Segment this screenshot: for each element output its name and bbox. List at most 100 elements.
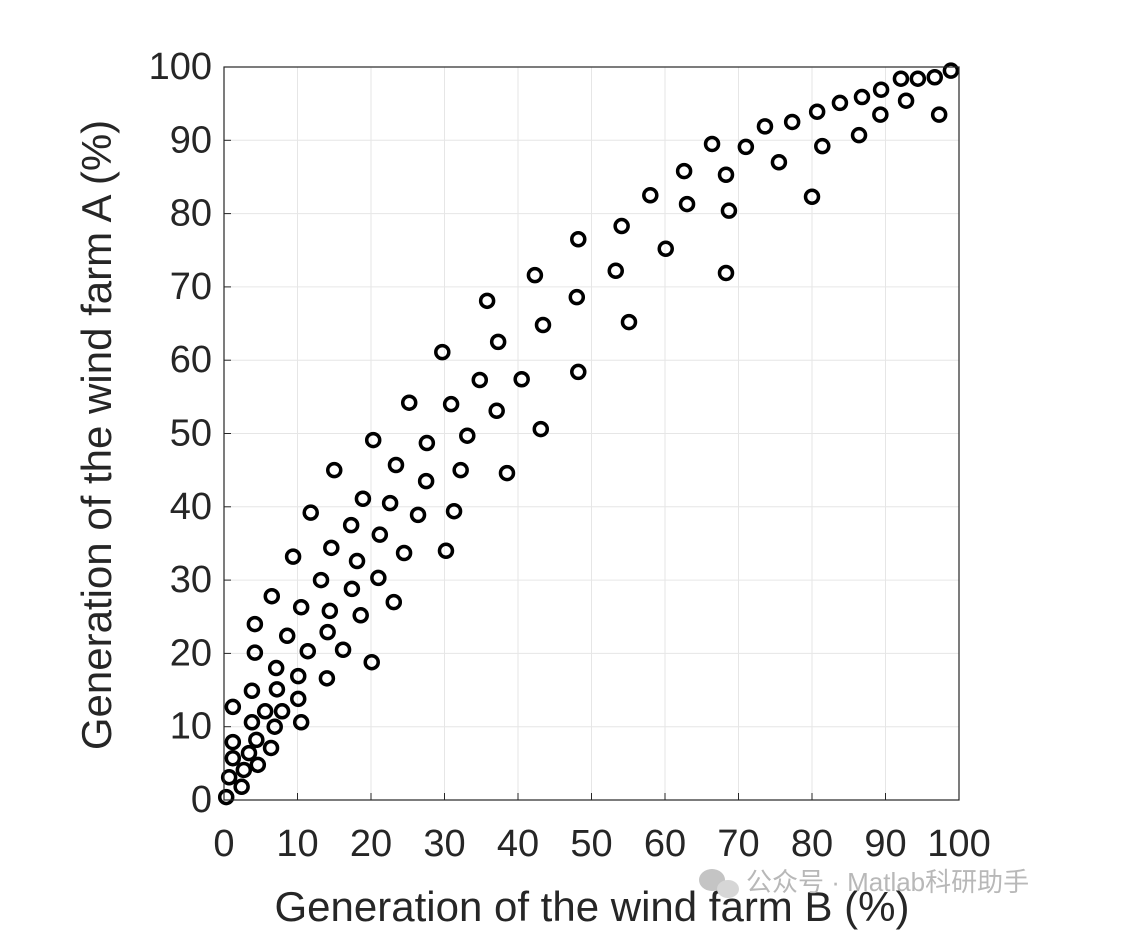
point bbox=[334, 641, 352, 658]
point bbox=[395, 544, 413, 562]
point bbox=[224, 733, 242, 751]
point bbox=[240, 744, 258, 762]
y-tick-label: 10 bbox=[170, 706, 212, 748]
point bbox=[783, 113, 801, 131]
point bbox=[387, 456, 405, 474]
point bbox=[342, 516, 360, 534]
point bbox=[897, 92, 915, 109]
point bbox=[312, 571, 330, 589]
point bbox=[224, 698, 242, 716]
x-tick-label: 10 bbox=[276, 823, 318, 865]
x-tick-label: 50 bbox=[570, 823, 612, 865]
point bbox=[354, 490, 372, 507]
point bbox=[266, 718, 283, 735]
point bbox=[321, 602, 339, 620]
point bbox=[292, 714, 310, 731]
point bbox=[488, 402, 505, 420]
y-tick-label: 50 bbox=[170, 413, 212, 455]
point bbox=[348, 552, 366, 570]
point bbox=[532, 420, 550, 438]
point bbox=[243, 714, 261, 731]
point bbox=[459, 427, 476, 444]
point bbox=[892, 70, 910, 87]
point bbox=[831, 94, 849, 112]
point bbox=[409, 506, 427, 524]
point bbox=[814, 137, 831, 155]
x-tick-label: 0 bbox=[213, 823, 234, 865]
point bbox=[352, 607, 369, 624]
point bbox=[278, 627, 296, 645]
point bbox=[289, 690, 307, 708]
point bbox=[268, 681, 286, 698]
point bbox=[442, 395, 460, 413]
point bbox=[224, 749, 242, 767]
point bbox=[498, 464, 516, 482]
point bbox=[248, 731, 265, 749]
point bbox=[246, 615, 264, 633]
point bbox=[675, 162, 693, 180]
point bbox=[513, 371, 530, 388]
watermark: 公众号 · Matlab科研助手 bbox=[746, 867, 1029, 897]
point bbox=[246, 644, 264, 661]
point bbox=[292, 598, 310, 616]
point bbox=[717, 264, 735, 282]
point bbox=[717, 166, 735, 184]
x-tick-label: 70 bbox=[717, 823, 759, 865]
point bbox=[471, 371, 489, 389]
point bbox=[434, 343, 451, 361]
point bbox=[370, 569, 387, 587]
point bbox=[607, 262, 625, 280]
point bbox=[942, 62, 960, 79]
point bbox=[909, 70, 927, 87]
point bbox=[872, 106, 889, 123]
point bbox=[930, 106, 948, 123]
point bbox=[756, 118, 774, 135]
point bbox=[263, 587, 281, 605]
point bbox=[220, 769, 238, 786]
x-tick-label: 80 bbox=[791, 823, 833, 865]
point bbox=[267, 659, 285, 677]
point bbox=[273, 703, 291, 720]
point bbox=[872, 81, 890, 98]
x-tick-label: 40 bbox=[497, 823, 539, 865]
point bbox=[385, 593, 403, 611]
point bbox=[235, 761, 253, 779]
point bbox=[249, 756, 267, 774]
point bbox=[613, 217, 630, 235]
watermark-icon bbox=[699, 869, 739, 898]
point bbox=[526, 266, 544, 284]
point bbox=[853, 88, 871, 106]
point bbox=[720, 202, 738, 219]
point bbox=[568, 288, 586, 306]
point bbox=[299, 642, 317, 660]
y-tick-label: 80 bbox=[170, 193, 212, 235]
point bbox=[302, 504, 319, 521]
point bbox=[770, 154, 788, 171]
point bbox=[243, 682, 261, 700]
y-tick-label: 70 bbox=[170, 266, 212, 308]
point bbox=[445, 502, 463, 520]
point bbox=[217, 788, 235, 806]
point bbox=[437, 542, 455, 560]
y-tick-label: 30 bbox=[170, 559, 212, 601]
point bbox=[343, 580, 361, 598]
point bbox=[323, 539, 340, 557]
point bbox=[803, 188, 821, 205]
y-tick-label: 40 bbox=[170, 486, 212, 528]
point bbox=[289, 667, 307, 685]
x-tick-label: 100 bbox=[927, 823, 990, 865]
point bbox=[620, 313, 638, 331]
point bbox=[326, 461, 343, 479]
y-tick-label: 60 bbox=[170, 339, 212, 381]
point bbox=[262, 739, 280, 757]
point bbox=[319, 623, 336, 641]
point bbox=[256, 703, 274, 720]
point bbox=[489, 333, 507, 351]
point bbox=[371, 526, 389, 543]
y-axis-label: Generation of the wind farm A (%) bbox=[73, 120, 120, 750]
point bbox=[284, 548, 302, 565]
point bbox=[534, 316, 552, 334]
point bbox=[452, 461, 469, 479]
x-tick-label: 60 bbox=[644, 823, 686, 865]
point bbox=[926, 69, 943, 86]
